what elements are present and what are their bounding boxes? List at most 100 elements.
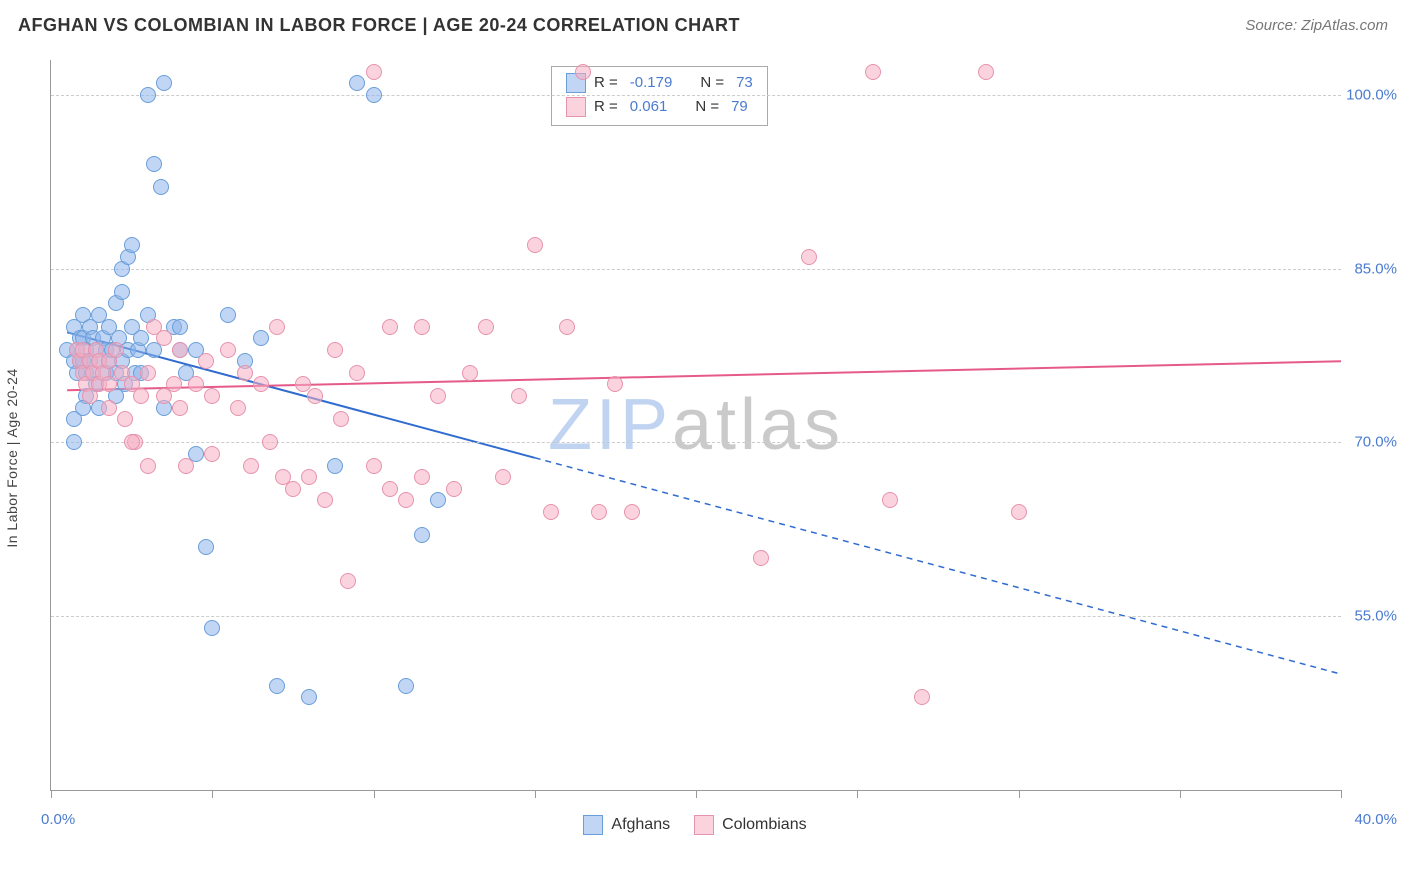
data-point: [307, 388, 323, 404]
corr-row-a: R = -0.179 N = 73: [566, 71, 753, 95]
data-point: [327, 342, 343, 358]
data-point: [607, 376, 623, 392]
legend-item-afghans: Afghans: [583, 815, 670, 835]
data-point: [178, 458, 194, 474]
x-tick-label-right: 40.0%: [1354, 811, 1397, 828]
data-point: [262, 434, 278, 450]
data-point: [269, 319, 285, 335]
y-tick-label: 85.0%: [1354, 260, 1397, 277]
y-axis-title: In Labor Force | Age 20-24: [4, 368, 20, 547]
chart-title: AFGHAN VS COLOMBIAN IN LABOR FORCE | AGE…: [18, 15, 740, 36]
data-point: [559, 319, 575, 335]
data-point: [82, 388, 98, 404]
data-point: [230, 400, 246, 416]
data-point: [133, 388, 149, 404]
data-point: [1011, 504, 1027, 520]
watermark: ZIPatlas: [548, 384, 844, 466]
data-point: [430, 492, 446, 508]
data-point: [237, 365, 253, 381]
data-point: [327, 458, 343, 474]
data-point: [140, 458, 156, 474]
data-point: [295, 376, 311, 392]
data-point: [624, 504, 640, 520]
data-point: [430, 388, 446, 404]
data-point: [285, 481, 301, 497]
x-tick: [857, 790, 858, 798]
data-point: [882, 492, 898, 508]
gridline: [51, 616, 1341, 617]
x-tick: [51, 790, 52, 798]
data-point: [366, 64, 382, 80]
data-point: [124, 237, 140, 253]
x-tick: [212, 790, 213, 798]
data-point: [133, 330, 149, 346]
data-point: [349, 75, 365, 91]
data-point: [204, 620, 220, 636]
data-point: [914, 689, 930, 705]
data-point: [101, 400, 117, 416]
data-point: [220, 307, 236, 323]
x-tick: [535, 790, 536, 798]
y-tick-label: 55.0%: [1354, 608, 1397, 625]
data-point: [66, 434, 82, 450]
source-label: Source: ZipAtlas.com: [1245, 17, 1388, 34]
data-point: [117, 411, 133, 427]
data-point: [204, 388, 220, 404]
data-point: [575, 64, 591, 80]
gridline: [51, 442, 1341, 443]
data-point: [511, 388, 527, 404]
data-point: [978, 64, 994, 80]
data-point: [243, 458, 259, 474]
swatch-colombians-icon: [694, 815, 714, 835]
y-tick-label: 100.0%: [1346, 86, 1397, 103]
data-point: [865, 64, 881, 80]
data-point: [172, 319, 188, 335]
legend-item-colombians: Colombians: [694, 815, 806, 835]
data-point: [140, 365, 156, 381]
gridline: [51, 269, 1341, 270]
data-point: [478, 319, 494, 335]
data-point: [269, 678, 285, 694]
plot-area: ZIPatlas R = -0.179 N = 73 R = 0.061 N =…: [50, 60, 1341, 791]
trendlines: [51, 60, 1341, 790]
data-point: [146, 156, 162, 172]
data-point: [140, 87, 156, 103]
x-tick: [1341, 790, 1342, 798]
data-point: [253, 376, 269, 392]
gridline: [51, 95, 1341, 96]
corr-row-b: R = 0.061 N = 79: [566, 95, 753, 119]
data-point: [204, 446, 220, 462]
data-point: [366, 458, 382, 474]
x-tick: [1180, 790, 1181, 798]
data-point: [188, 376, 204, 392]
data-point: [108, 342, 124, 358]
data-point: [366, 87, 382, 103]
data-point: [198, 539, 214, 555]
x-tick: [1019, 790, 1020, 798]
data-point: [382, 481, 398, 497]
data-point: [801, 249, 817, 265]
data-point: [114, 284, 130, 300]
data-point: [153, 179, 169, 195]
x-tick: [696, 790, 697, 798]
data-point: [462, 365, 478, 381]
data-point: [101, 376, 117, 392]
data-point: [349, 365, 365, 381]
data-point: [398, 492, 414, 508]
data-point: [172, 400, 188, 416]
data-point: [495, 469, 511, 485]
data-point: [317, 492, 333, 508]
data-point: [166, 376, 182, 392]
data-point: [124, 434, 140, 450]
data-point: [156, 75, 172, 91]
data-point: [340, 573, 356, 589]
data-point: [414, 469, 430, 485]
data-point: [382, 319, 398, 335]
data-point: [414, 319, 430, 335]
data-point: [543, 504, 559, 520]
swatch-colombians: [566, 97, 586, 117]
data-point: [414, 527, 430, 543]
x-tick: [374, 790, 375, 798]
data-point: [333, 411, 349, 427]
data-point: [398, 678, 414, 694]
